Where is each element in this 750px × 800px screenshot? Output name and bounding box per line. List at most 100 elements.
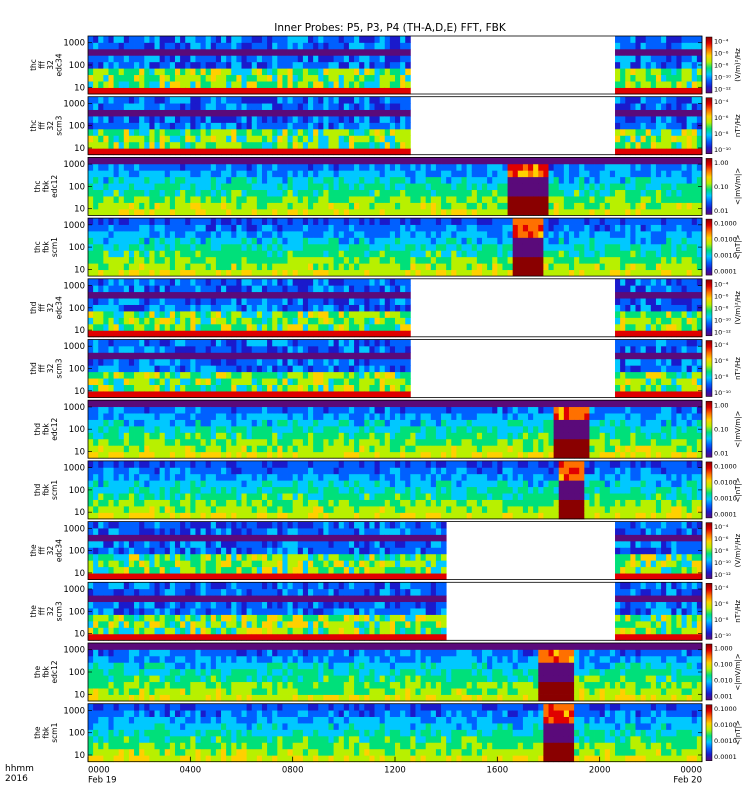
y-tick-label: 100 [69,668,85,678]
panel-label-line: 32 [46,546,55,556]
colorbar-tick-label: 10⁻⁶ [714,292,729,300]
panel-label-line: thd [29,362,38,375]
panel-label-line: scm3 [55,358,64,378]
panel-label-line: thc [33,180,42,192]
colorbar-tick-label: 0.0001 [714,268,737,276]
colorbar-unit: <|nT|> [734,477,742,502]
colorbar-tick-label: 0.100 [714,661,733,669]
colorbar-tick-label: 10⁻⁸ [714,130,729,138]
y-tick-label: 1000 [63,646,85,656]
y-tick-label: 10 [74,569,85,579]
colorbar-tick-label: 0.0010 [714,737,737,745]
colorbar-tick-label: 10⁻⁶ [714,600,729,608]
colorbar-unit: (V/m)²/Hz [734,48,742,82]
x-tick-label: 2000 [589,766,611,776]
colorbar [705,522,713,579]
panel-thd-scm1: 10 100 1000 thd fbk scm1 0.1000 0.0100 0.0010 0.0… [33,460,742,520]
colorbar-tick-label: 0.0001 [714,510,737,518]
y-tick-label: 1000 [63,403,85,413]
y-tick-label: 100 [69,729,85,739]
y-tick-label: 10 [74,144,85,154]
panel-thd-edc34: 10 100 1000 thd fff 32 edc34 10⁻⁴ 10⁻⁶ 10⁻⁸ 10⁻¹⁰ 1… [29,278,742,338]
panel-label-line: fbk [42,483,51,495]
y-tick-label: 100 [69,486,85,496]
y-tick-label: 1000 [63,39,85,49]
y-tick-label: 1000 [63,282,85,292]
panel-label-line: scm1 [50,237,59,257]
y-tick-label: 100 [69,547,85,557]
panel-label-line: fff [38,546,47,554]
panel-label-line: 32 [46,303,55,313]
colorbar-tick-label: 10⁻⁸ [714,616,729,624]
x-tick-label: 0800 [282,766,304,776]
y-tick-label: 100 [69,122,85,132]
panel-label-line: fbk [42,241,51,253]
panel-label-line: scm3 [55,601,64,621]
colorbar-tick-label: 1.00 [714,159,728,167]
colorbar-tick-label: 10⁻⁶ [714,50,729,58]
colorbar [705,400,713,458]
colorbar-unit: nT²/Hz [734,114,742,137]
colorbar-unit: (V/m)²/Hz [734,291,742,325]
colorbar-tick-label: 0.01 [714,207,728,215]
colorbar-unit: <|nT|> [734,720,742,745]
y-tick-label: 10 [74,326,85,336]
panel-label-line: scm1 [50,722,59,742]
panel-label-line: edc34 [55,53,64,76]
colorbar-tick-label: 10⁻¹⁰ [714,74,731,82]
x-tick-label: 0400 [180,766,202,776]
colorbar-tick-label: 10⁻⁶ [714,114,729,122]
colorbar [705,97,713,154]
x-tick-label: 0000 [680,766,702,776]
colorbar-tick-label: 10⁻⁴ [714,38,729,46]
x-tick-date: Feb 20 [673,776,702,786]
y-tick-label: 100 [69,365,85,375]
panel-label-line: the [29,605,38,618]
colorbar-tick-label: 1.00 [714,402,728,410]
panel-label-line: the [33,665,42,678]
y-tick-label: 1000 [63,160,85,170]
colorbar-tick-label: 10⁻¹⁰ [714,316,731,324]
y-tick-label: 100 [69,425,85,435]
colorbar-tick-label: 10⁻⁴ [714,98,729,106]
panel-label-line: edc12 [50,175,59,198]
panel-thd-scm3: 10 100 1000 thd fff 32 scm3 10⁻⁴ 10⁻⁶ 10⁻⁸ 10⁻¹⁰ nT… [29,339,742,398]
panel-label-line: 32 [46,121,55,131]
y-tick-label: 10 [74,630,85,640]
panel-label-line: thc [29,59,38,71]
y-tick-label: 1000 [63,524,85,534]
panel-label-line: edc12 [50,660,59,683]
colorbar-tick-label: 0.1000 [714,462,737,470]
panel-label-line: fff [38,607,47,615]
y-tick-label: 10 [74,265,85,275]
panel-label-line: thd [33,483,42,496]
panel-the-edc12: 10 100 1000 the fbk edc12 1.000 0.100 0.010 0.001… [33,642,742,702]
chart-title: Inner Probes: P5, P3, P4 (TH-A,D,E) FFT,… [274,22,507,34]
panel-label-line: 32 [46,364,55,374]
colorbar-tick-label: 10⁻¹⁰ [714,632,731,640]
colorbar [705,218,713,276]
x-header-hhmm: hhmm [5,764,34,774]
panel-label-line: fbk [42,726,51,738]
colorbar-tick-label: 10⁻⁸ [714,373,729,381]
colorbar-tick-label: 0.010 [714,677,733,685]
colorbar-unit: nT²/Hz [734,600,742,623]
colorbar-unit: <|mV/m|> [734,653,742,690]
colorbar-tick-label: 10⁻¹⁰ [714,389,731,397]
panel-label-line: fbk [42,665,51,677]
colorbar [705,643,713,701]
panel-thc-scm3: 10 100 1000 thc fff 32 scm3 10⁻⁴ 10⁻⁶ 10⁻⁸ 10⁻¹⁰ nT… [29,96,742,156]
panel-the-scm3: 10 100 1000 the fff 32 scm3 10⁻⁴ 10⁻⁶ 10⁻⁸ 10⁻¹⁰ nT… [29,581,742,641]
panel-label-line: fff [38,61,47,69]
x-tick-date: Feb 19 [88,776,117,786]
colorbar-unit: <|nT|> [734,234,742,259]
panel-thc-edc12: 10 100 1000 thc fbk edc12 1.00 0.10 0.01 <|mV/m|> [33,156,742,216]
colorbar-tick-label: 0.0100 [714,236,737,244]
panel-label-line: edc34 [55,539,64,562]
panel-thd-edc12: 10 100 1000 thd fbk edc12 1.00 0.10 0.01 <|mV/m|> [33,399,742,459]
y-tick-label: 1000 [63,464,85,474]
colorbar-unit: <|mV/m|> [734,168,742,205]
colorbar-unit: (V/m)²/Hz [734,534,742,568]
colorbar [705,461,713,519]
